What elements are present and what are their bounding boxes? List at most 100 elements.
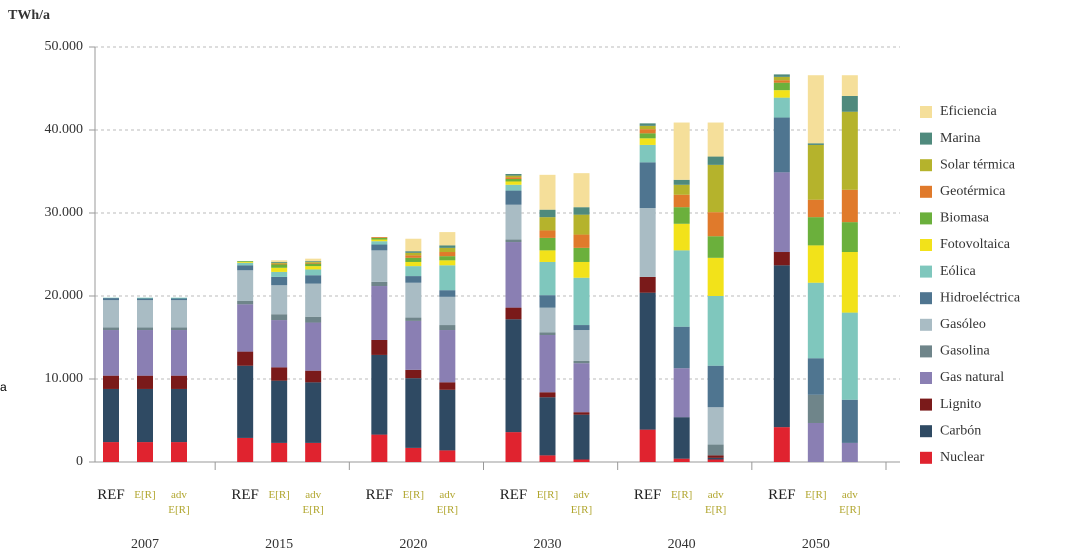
legend-swatch (920, 292, 932, 305)
bar-segment (707, 457, 724, 460)
bar-segment (773, 74, 790, 77)
annotation: a (0, 380, 7, 394)
bar-segment (539, 250, 556, 262)
bar-segment (841, 312, 858, 400)
bar-segment (237, 261, 254, 262)
bar-segment (639, 162, 656, 209)
bar-segment (103, 330, 119, 376)
legend-swatch (920, 345, 932, 358)
bar-segment (573, 412, 590, 415)
bar-segment (439, 450, 456, 462)
bar-segment (807, 245, 824, 283)
bar-segment (305, 261, 322, 262)
bar-segment (439, 296, 456, 326)
bar-segment (673, 184, 690, 195)
bar-segment (237, 262, 254, 266)
y-axis-label: TWh/a (8, 8, 50, 23)
bar-segment (137, 298, 153, 301)
bar-segment (171, 300, 187, 328)
bar-segment (807, 422, 824, 462)
legend-swatch (920, 106, 932, 118)
bar-segment (773, 82, 790, 91)
x-tick-label: adv E[R] (570, 489, 593, 516)
bar-segment (505, 181, 522, 185)
bar-segment (171, 375, 187, 389)
bar-segment (405, 266, 422, 277)
x-tick-label: E[R] (402, 489, 425, 501)
bar-segment (271, 260, 288, 262)
y-tick-label: 40.000 (45, 122, 84, 137)
bar-segment (137, 300, 153, 328)
bar-segment (405, 261, 422, 267)
bar-segment (371, 354, 388, 435)
legend-label: Biomasa (940, 211, 990, 226)
bar-segment (573, 214, 590, 235)
bar-segment (773, 172, 790, 253)
bar-segment (439, 245, 456, 248)
x-tick-label: REF (231, 487, 259, 503)
bar-segment (371, 237, 388, 240)
bar-segment (439, 265, 456, 291)
legend-label: Gasolina (940, 344, 991, 359)
bar-segment (807, 143, 824, 145)
bar-segment (371, 434, 388, 462)
bar-segment (271, 442, 288, 462)
bar-segment (639, 125, 656, 130)
legend-label: Marina (940, 131, 981, 146)
group-label: 2030 (534, 537, 562, 552)
legend-label: Eólica (940, 264, 977, 279)
bar-segment (707, 459, 724, 462)
bar-segment (707, 212, 724, 237)
legend-label: Gasóleo (940, 317, 986, 332)
bar-segment (171, 442, 187, 462)
bar-segment (639, 292, 656, 430)
y-tick-label: 30.000 (45, 205, 84, 220)
bar-segment (505, 307, 522, 320)
bar-segment (271, 380, 288, 443)
x-tick-label: adv E[R] (302, 489, 324, 516)
bar-segment (639, 276, 656, 293)
bar-segment (539, 174, 556, 210)
bar-segment (405, 447, 422, 462)
bar-segment (405, 257, 422, 262)
bar-segment (371, 286, 388, 340)
bar-segment (573, 173, 590, 208)
y-tick-label: 50.000 (45, 39, 84, 54)
bar-segment (103, 388, 119, 443)
legend-swatch (920, 132, 932, 145)
x-tick-label: REF (768, 487, 796, 503)
bar-segment (405, 238, 422, 252)
x-tick-label: E[R] (536, 489, 559, 501)
bar-segment (271, 285, 288, 315)
bar-segment (539, 217, 556, 231)
bar-segment (271, 267, 288, 272)
bar-segment (271, 261, 288, 263)
x-tick-label: adv E[R] (839, 489, 861, 516)
x-tick-label: E[R] (805, 489, 827, 501)
bar-segment (439, 325, 456, 331)
bar-segment (573, 207, 590, 215)
legend-label: Gas natural (940, 370, 1004, 385)
bar-segment (271, 276, 288, 286)
legend-label: Nuclear (940, 450, 985, 465)
bar-segment (171, 297, 187, 299)
bar-segment (539, 455, 556, 462)
bar-segment (137, 442, 153, 462)
bar-segment (539, 295, 556, 308)
bar-segment (305, 258, 322, 262)
bar-segment (305, 316, 322, 323)
bar-segment (439, 382, 456, 390)
bar-segment (237, 300, 254, 305)
bar-segment (103, 442, 119, 462)
bar-segment (539, 392, 556, 398)
bar-segment (841, 95, 858, 112)
legend-swatch (920, 398, 932, 411)
bar-segment (103, 327, 119, 331)
bar-segment (707, 455, 724, 458)
bar-segment (807, 394, 824, 423)
bar-segment (505, 242, 522, 308)
bar-segment (305, 266, 322, 270)
bar-segment (573, 234, 590, 248)
bar-segment (539, 237, 556, 251)
